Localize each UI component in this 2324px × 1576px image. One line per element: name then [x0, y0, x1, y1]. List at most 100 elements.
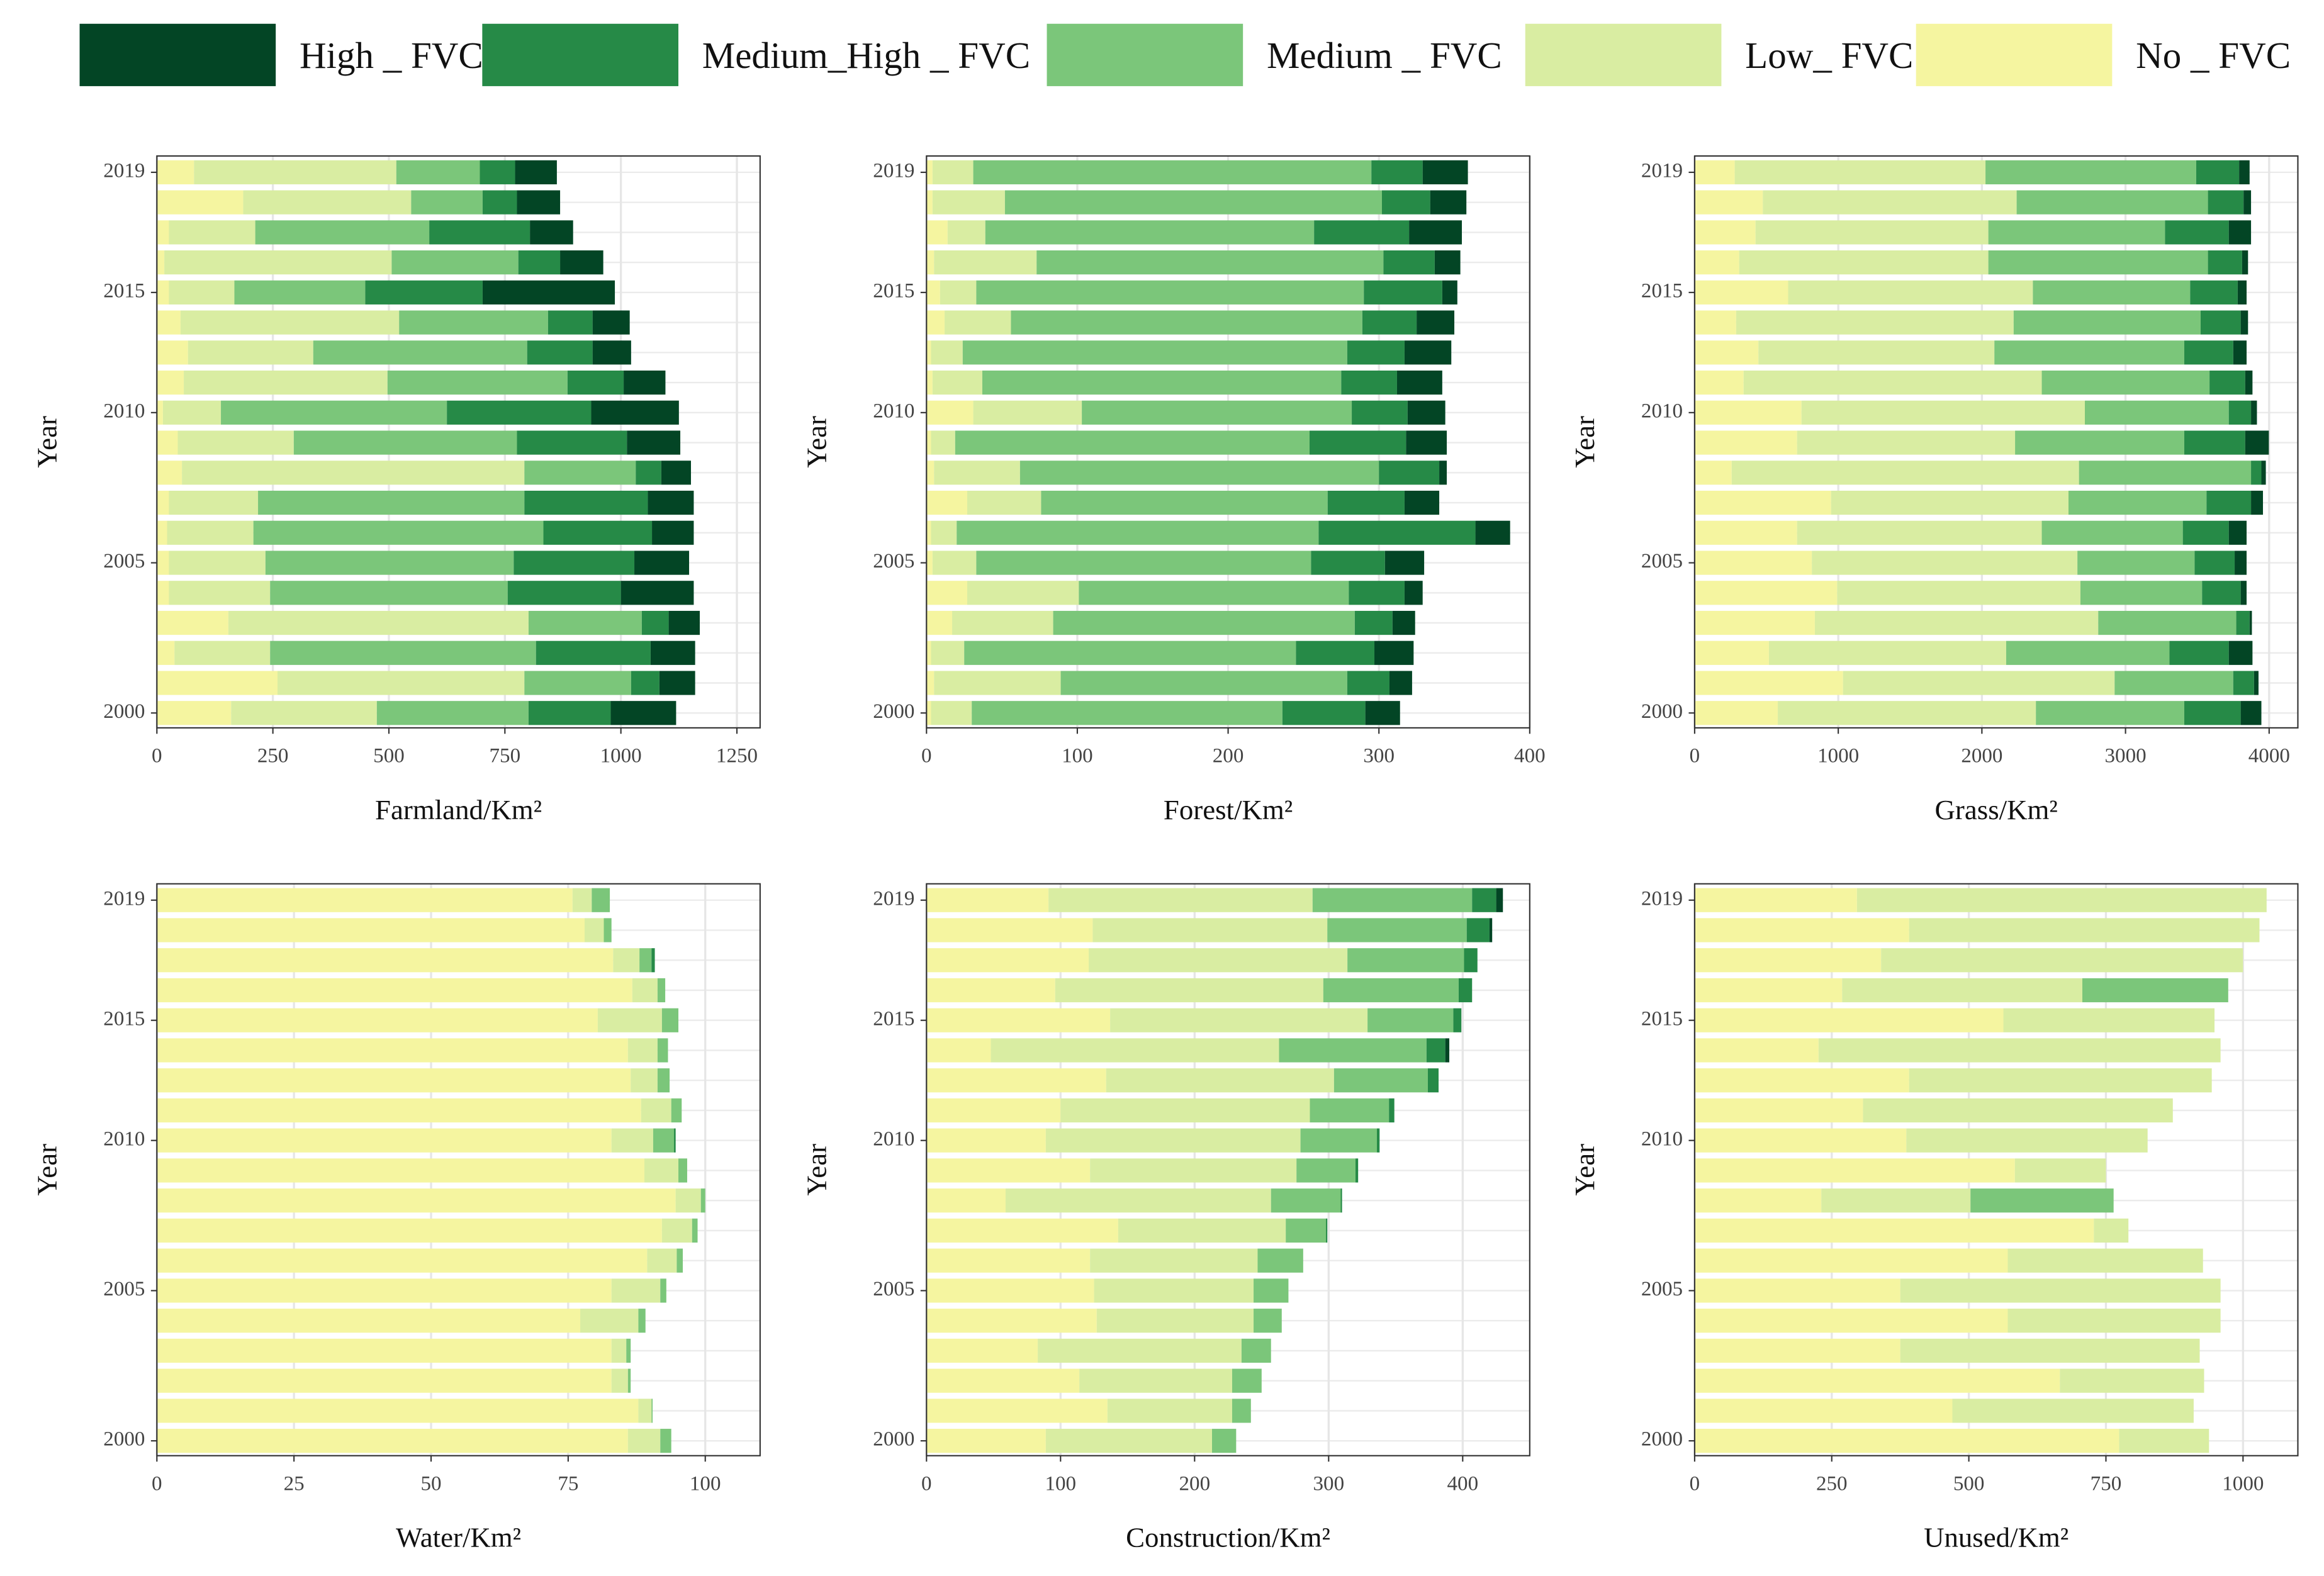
bar-segment [644, 1158, 679, 1183]
bar-segment [591, 400, 679, 425]
bar-segment [631, 671, 660, 695]
x-tick-label: 3000 [2105, 745, 2147, 768]
x-tick-label: 0 [152, 745, 162, 768]
bar-segment [592, 888, 610, 912]
y-tick-label: 2000 [103, 700, 145, 723]
bar-segment [1096, 1309, 1254, 1333]
x-tick-label: 100 [690, 1473, 721, 1495]
y-tick-label: 2000 [873, 1428, 914, 1451]
bar-segment [648, 490, 694, 515]
bar-segment [1694, 978, 1843, 1003]
bar-segment [482, 190, 517, 215]
panel-border [1693, 155, 2299, 729]
y-tick-label: 2015 [103, 1007, 145, 1030]
y-tick-label: 2010 [1641, 1127, 1683, 1150]
bar-segment [270, 581, 508, 605]
bar-segment [517, 430, 627, 455]
bar-segment [1092, 918, 1328, 942]
bar-segment [162, 400, 222, 425]
bar-segment [926, 250, 935, 275]
bar-segment [1365, 701, 1400, 725]
x-tick-label: 0 [1690, 745, 1700, 768]
bar-segment [391, 250, 519, 275]
bar-segment [1311, 550, 1385, 575]
bar-segment [940, 280, 977, 305]
bar-segment [2228, 640, 2253, 665]
bar-segment [2041, 370, 2210, 395]
bar-segment [1694, 1248, 2008, 1273]
bar-segment [1347, 948, 1464, 973]
x-tick-label: 200 [1179, 1473, 1211, 1495]
bar-segment [429, 220, 530, 245]
bar-segment [1694, 701, 1778, 725]
y-axis-title: Year [801, 416, 833, 468]
bar-segment [1060, 1098, 1310, 1123]
legend-swatch [1047, 23, 1243, 86]
bar-segment [1045, 1128, 1301, 1153]
bar-segment [1801, 400, 2085, 425]
bar-segment [1755, 220, 1989, 245]
bar-segment [399, 310, 548, 335]
bar-segment [2240, 701, 2262, 725]
bar-segment [926, 370, 933, 395]
bar-segment [991, 1038, 1279, 1063]
bar-segment [1694, 400, 1802, 425]
bar-segment [1404, 340, 1452, 365]
bar-segment [1079, 1368, 1232, 1393]
bar-segment [528, 701, 611, 725]
bar-segment [1694, 461, 1732, 485]
bar-segment [931, 520, 957, 545]
bar-segment [234, 280, 366, 305]
bar-segment [157, 1429, 628, 1453]
bar-segment [1694, 520, 1797, 545]
bar-segment [647, 1248, 677, 1273]
bar-segment [1778, 701, 2036, 725]
bar-segment [947, 220, 985, 245]
bar-segment [1011, 310, 1362, 335]
bar-segment [1282, 701, 1366, 725]
bar-segment [1347, 340, 1405, 365]
bar-segment [184, 370, 388, 395]
bar-segment [2003, 1008, 2215, 1032]
bar-segment [674, 1128, 676, 1153]
bar-segment [1340, 1188, 1342, 1213]
bar-segment [1053, 610, 1355, 635]
bar-segment [157, 1278, 612, 1303]
x-axis-title: Farmland/Km² [375, 794, 542, 825]
bar-segment [1352, 400, 1408, 425]
bar-segment [157, 190, 244, 215]
bar-segment [1089, 948, 1348, 973]
x-tick-label: 400 [1447, 1473, 1479, 1495]
bar-segment [611, 1368, 628, 1393]
bar-segment [627, 1429, 661, 1453]
bar-segment [926, 671, 935, 695]
bar-segment [157, 640, 175, 665]
bar-segment [1019, 461, 1379, 485]
legend-label: No _ FVC [2136, 35, 2291, 76]
bar-segment [926, 1399, 1108, 1423]
bar-segment [2165, 220, 2229, 245]
y-axis-title: Year [1569, 416, 1600, 468]
bar-segment [2237, 280, 2247, 305]
bar-segment [1694, 640, 1769, 665]
y-tick-label: 2000 [103, 1428, 145, 1451]
bar-segment [1406, 430, 1447, 455]
bar-segment [926, 1368, 1080, 1393]
x-tick-label: 0 [921, 745, 932, 768]
bar-segment [926, 1338, 1038, 1363]
bar-segment [1296, 640, 1375, 665]
bar-segment [660, 1278, 666, 1303]
bar-segment [1909, 1068, 2212, 1093]
bar-segment [517, 190, 561, 215]
bar-segment [1254, 1278, 1289, 1303]
y-tick-label: 2005 [103, 550, 145, 573]
bar-segment [507, 581, 621, 605]
bar-segment [1694, 610, 1815, 635]
bar-segment [2184, 430, 2245, 455]
bar-segment [1389, 671, 1412, 695]
bar-segment [2249, 610, 2252, 635]
bar-segment [678, 1158, 687, 1183]
bar-segment [169, 490, 259, 515]
legend-label: Medium_High _ FVC [702, 35, 1030, 76]
bar-segment [1426, 1038, 1445, 1063]
